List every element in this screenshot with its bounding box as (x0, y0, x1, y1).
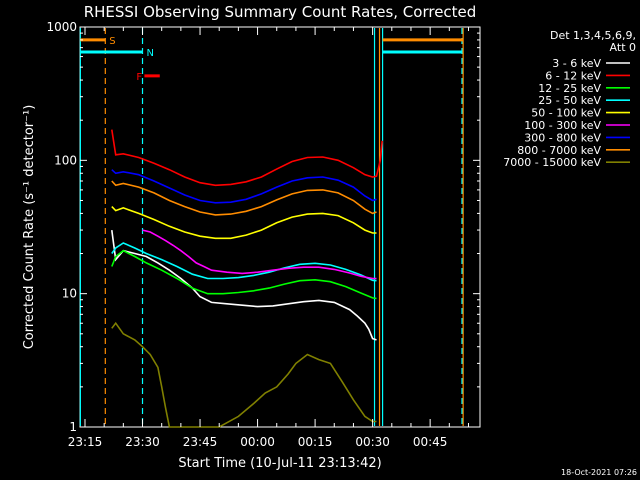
legend-entry-label: 25 - 50 keV (538, 94, 601, 107)
legend-entry-label: 6 - 12 keV (545, 69, 601, 82)
x-axis: 23:15 23:30 23:45 00:00 00:15 00:30 00:45 (68, 27, 469, 449)
x-tick-label: 23:15 (68, 435, 103, 449)
flag-label-f: F (136, 72, 142, 83)
legend-entry-label: 12 - 25 keV (538, 82, 601, 95)
series-line-3 (111, 249, 377, 300)
legend-entry-label: 800 - 7000 keV (517, 144, 601, 157)
legend-subheader: Att 0 (610, 41, 636, 54)
footer-date: 18-Oct-2021 07:26 (561, 468, 637, 477)
x-tick-label: 23:30 (125, 435, 160, 449)
y-tick-label: 100 (54, 153, 77, 167)
y-tick-label: 1 (69, 420, 77, 434)
series-line-8 (111, 180, 377, 216)
plot-frame (79, 26, 481, 428)
flag-bars: S N F (80, 36, 464, 83)
series-line-4 (111, 242, 377, 282)
flag-label-n: N (147, 48, 154, 59)
legend-entry-label: 3 - 6 keV (552, 57, 601, 70)
legend-entry-label: 7000 - 15000 keV (503, 156, 601, 169)
series-line-1 (111, 229, 377, 341)
series-line-9 (111, 321, 377, 428)
flag-label-s: S (109, 36, 115, 47)
series-line-6 (142, 229, 377, 280)
x-tick-label: 23:45 (183, 435, 218, 449)
legend-header: Det 1,3,4,5,6,9, (550, 29, 636, 42)
series-line-7 (111, 169, 377, 204)
x-tick-label: 00:30 (355, 435, 390, 449)
series-line-5 (111, 206, 377, 240)
chart-title: RHESSI Observing Summary Count Rates, Co… (84, 3, 477, 21)
y-tick-label: 1000 (46, 20, 77, 34)
vertical-markers (79, 28, 464, 426)
legend-entry-label: 300 - 800 keV (524, 131, 601, 144)
series-layer (111, 129, 383, 428)
x-tick-label: 00:00 (240, 435, 275, 449)
y-tick-label: 10 (62, 287, 77, 301)
y-axis: 1 10 100 1000 (46, 20, 480, 434)
legend-entry-label: 50 - 100 keV (531, 107, 601, 120)
series-line-2 (111, 129, 383, 187)
y-axis-label: Corrected Count Rate (s⁻¹ detector⁻¹) (22, 105, 37, 350)
legend-entry-label: 100 - 300 keV (524, 119, 601, 132)
x-tick-label: 00:15 (298, 435, 333, 449)
x-tick-label: 00:45 (413, 435, 448, 449)
x-axis-label: Start Time (10-Jul-11 23:13:42) (178, 456, 381, 471)
